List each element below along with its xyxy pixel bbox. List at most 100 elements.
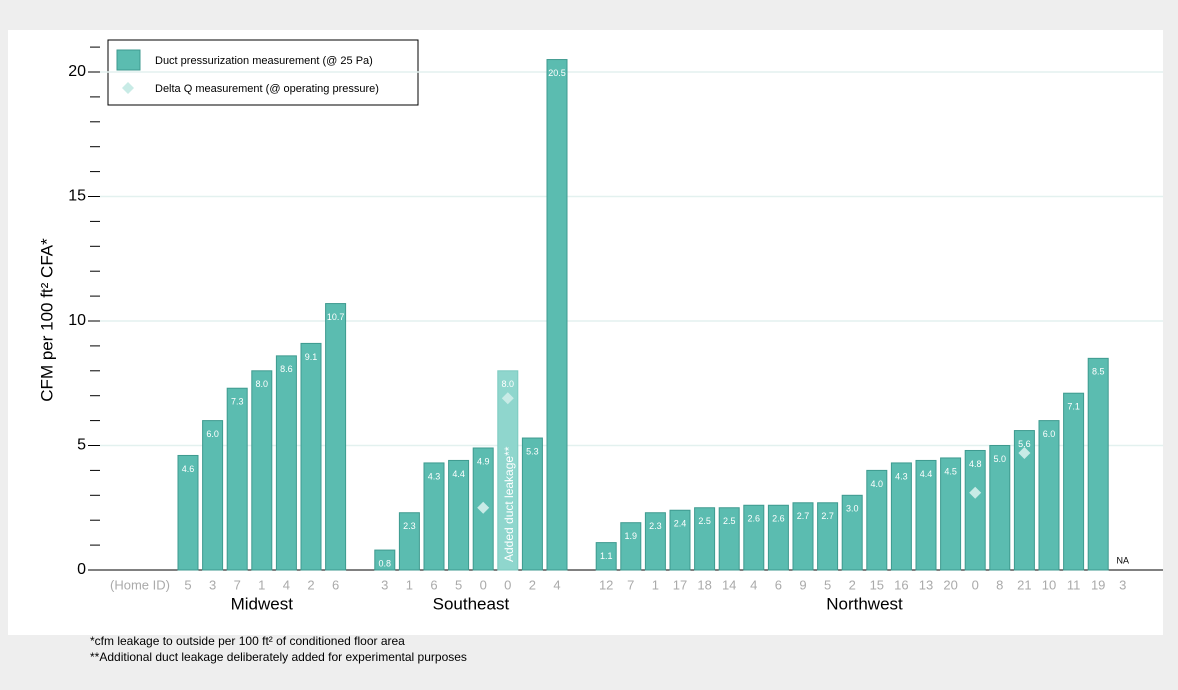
home-id: 15 xyxy=(870,577,884,592)
legend-swatch xyxy=(116,49,141,71)
home-id: 2 xyxy=(529,577,536,592)
legend-swatch xyxy=(122,82,134,94)
home-id: 1 xyxy=(258,577,265,592)
y-tick-label: 5 xyxy=(77,437,86,454)
home-id: 0 xyxy=(480,577,487,592)
bar xyxy=(620,522,642,571)
home-id: 14 xyxy=(722,577,736,592)
bar xyxy=(694,507,716,571)
x-axis-label: (Home ID) xyxy=(110,577,170,592)
value-label: 1.9 xyxy=(625,531,638,541)
home-id: 7 xyxy=(234,577,241,592)
value-label: 8.0 xyxy=(256,379,269,389)
bar xyxy=(251,370,273,571)
y-tick-label: 15 xyxy=(68,188,86,205)
home-id: 3 xyxy=(209,577,216,592)
footnote: **Additional duct leakage deliberately a… xyxy=(90,650,467,664)
value-label: 4.4 xyxy=(920,469,933,479)
bar xyxy=(940,457,962,571)
home-id: 9 xyxy=(799,577,806,592)
home-id: 5 xyxy=(824,577,831,592)
bar xyxy=(275,355,297,571)
bar xyxy=(595,542,617,571)
home-id: 3 xyxy=(1119,577,1126,592)
value-label: 2.6 xyxy=(772,514,785,524)
home-id: 6 xyxy=(775,577,782,592)
bar xyxy=(546,59,568,571)
home-id: 4 xyxy=(553,577,560,592)
value-label: 2.7 xyxy=(821,511,834,521)
value-label: 5.3 xyxy=(526,446,539,456)
home-id: 4 xyxy=(750,577,757,592)
bar xyxy=(300,342,322,571)
home-id: 5 xyxy=(455,577,462,592)
value-label: 3.0 xyxy=(846,504,859,514)
value-label: 8.6 xyxy=(280,364,293,374)
value-label: 9.1 xyxy=(305,352,318,362)
bar xyxy=(817,502,839,571)
value-label: 0.8 xyxy=(379,558,392,568)
home-id: 4 xyxy=(283,577,290,592)
value-label: 5.0 xyxy=(994,454,1007,464)
bar xyxy=(226,387,248,571)
bar xyxy=(177,454,199,571)
value-label: 10.7 xyxy=(327,312,345,322)
group-label: Southeast xyxy=(433,594,510,613)
bar xyxy=(398,512,420,571)
bar xyxy=(644,512,666,571)
value-label: 4.0 xyxy=(871,479,884,489)
y-tick-label: 20 xyxy=(68,63,86,80)
value-label: 4.6 xyxy=(182,464,195,474)
legend-label: Duct pressurization measurement (@ 25 Pa… xyxy=(155,55,373,67)
bar xyxy=(521,437,543,571)
home-id: 3 xyxy=(381,577,388,592)
bar xyxy=(202,420,224,571)
bar xyxy=(743,504,765,571)
bar xyxy=(915,459,937,571)
value-label: 2.4 xyxy=(674,519,687,529)
y-tick-label: 10 xyxy=(68,312,86,329)
legend-label: Delta Q measurement (@ operating pressur… xyxy=(155,83,379,95)
annotation: Added duct leakage** xyxy=(502,446,516,562)
home-id: 10 xyxy=(1042,577,1056,592)
home-id: 11 xyxy=(1067,577,1081,592)
bar xyxy=(767,504,789,571)
value-label: 7.1 xyxy=(1067,402,1080,412)
value-label: 20.5 xyxy=(548,68,566,78)
home-id: 1 xyxy=(652,577,659,592)
value-label: 4.9 xyxy=(477,456,490,466)
y-tick-label: 0 xyxy=(77,561,86,578)
value-label: 4.3 xyxy=(428,471,441,481)
bar xyxy=(669,509,691,571)
home-id: 2 xyxy=(307,577,314,592)
home-id: 0 xyxy=(504,577,511,592)
bar xyxy=(1013,430,1035,571)
bar xyxy=(374,549,396,571)
home-id: 2 xyxy=(849,577,856,592)
footnote: *cfm leakage to outside per 100 ft² of c… xyxy=(90,634,405,648)
value-label: 8.5 xyxy=(1092,367,1105,377)
bar xyxy=(792,502,814,571)
value-label: 4.3 xyxy=(895,471,908,481)
value-label: 5.6 xyxy=(1018,439,1031,449)
value-label: 2.3 xyxy=(403,521,416,531)
value-label: 4.4 xyxy=(452,469,465,479)
home-id: 6 xyxy=(430,577,437,592)
home-id: 13 xyxy=(919,577,933,592)
home-id: 19 xyxy=(1091,577,1105,592)
delta-q-point xyxy=(477,501,490,514)
delta-q-point xyxy=(969,486,982,499)
bar xyxy=(423,462,445,571)
bar xyxy=(1087,357,1109,571)
delta-q-point xyxy=(1018,446,1031,459)
home-id: 5 xyxy=(184,577,191,592)
bar xyxy=(841,494,863,571)
bar xyxy=(448,459,470,571)
value-label: 2.6 xyxy=(748,514,761,524)
bar xyxy=(964,449,986,571)
value-label: 2.3 xyxy=(649,521,662,531)
home-id: 18 xyxy=(697,577,711,592)
value-label: 7.3 xyxy=(231,397,244,407)
bar xyxy=(718,507,740,571)
